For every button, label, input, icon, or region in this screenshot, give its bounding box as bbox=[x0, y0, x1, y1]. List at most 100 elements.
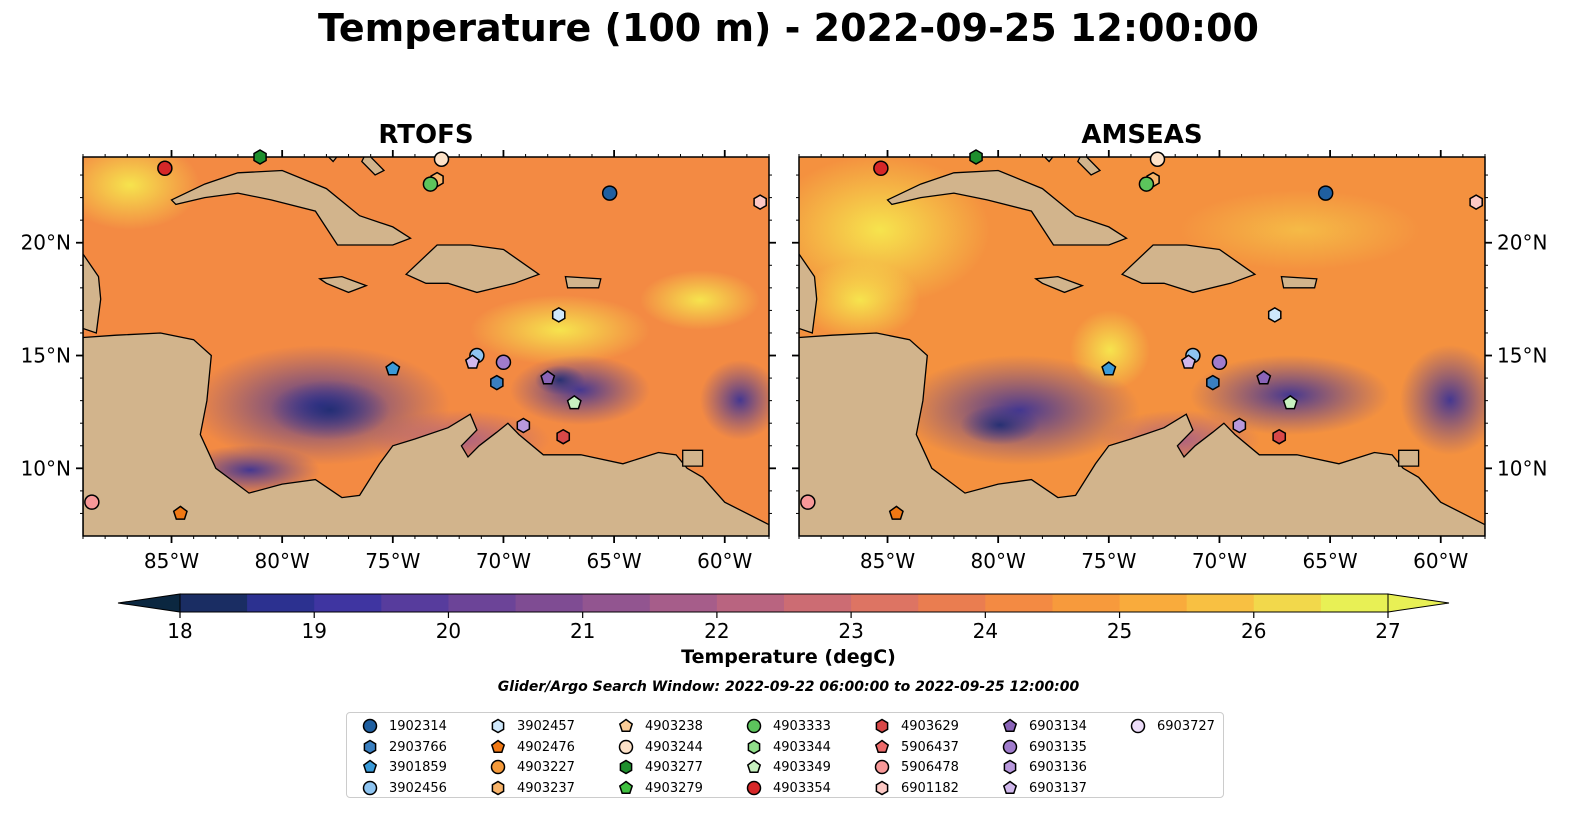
float-marker-5906478 bbox=[84, 494, 100, 510]
colorbar-tick-label: 22 bbox=[704, 619, 729, 643]
colorbar-tick-label: 19 bbox=[301, 619, 326, 643]
float-marker-6903134 bbox=[1256, 370, 1272, 385]
land-polygon bbox=[1033, 275, 1085, 294]
legend-item-3901859: 3901859 bbox=[361, 758, 447, 776]
float-marker-6901182 bbox=[1469, 194, 1483, 210]
colorbar-segment bbox=[985, 594, 1053, 612]
float-marker-3901859 bbox=[385, 361, 401, 376]
float-marker-4903333 bbox=[1138, 176, 1155, 192]
float-marker-6901182 bbox=[753, 194, 767, 210]
legend-marker-icon bbox=[874, 759, 890, 775]
legend-marker-6903136 bbox=[1003, 759, 1017, 775]
legend-item-4903244: 4903244 bbox=[617, 738, 703, 756]
legend-label: 6901182 bbox=[901, 780, 959, 796]
legend-item-2903766: 2903766 bbox=[361, 738, 447, 756]
land-polygon bbox=[1120, 244, 1257, 294]
colorbar-segment bbox=[716, 594, 785, 612]
legend-label: 6903134 bbox=[1029, 718, 1087, 734]
lon-tick-label: 65°W bbox=[1302, 549, 1357, 573]
legend-marker-4903629 bbox=[875, 718, 889, 734]
legend-label: 4903279 bbox=[645, 780, 703, 796]
legend-marker-icon bbox=[874, 739, 890, 754]
legend-marker-3901859 bbox=[362, 759, 378, 774]
legend-item-6903136: 6903136 bbox=[1001, 758, 1087, 776]
float-marker-3901859 bbox=[1101, 361, 1117, 376]
legend-marker-icon bbox=[746, 718, 762, 734]
legend-marker-icon bbox=[1130, 718, 1146, 734]
colorbar-extend-high bbox=[1387, 593, 1450, 613]
legend-label: 4903629 bbox=[901, 718, 959, 734]
colorbar-segment bbox=[918, 594, 986, 612]
float-marker-6903137 bbox=[464, 354, 480, 369]
legend-marker-4903277 bbox=[619, 759, 633, 775]
legend-marker-icon bbox=[618, 780, 634, 795]
float-marker-3902457 bbox=[551, 307, 566, 323]
lon-tick-label: 60°W bbox=[1413, 549, 1468, 573]
legend-item-6903137: 6903137 bbox=[1001, 779, 1087, 797]
legend-label: 5906437 bbox=[901, 739, 959, 755]
float-marker-6903135 bbox=[1211, 354, 1228, 371]
colorbar-segment bbox=[247, 594, 315, 612]
legend-marker-icon bbox=[875, 780, 889, 796]
legend-marker-icon bbox=[1002, 780, 1018, 795]
legend-marker-4903354 bbox=[746, 780, 762, 796]
legend-label: 6903135 bbox=[1029, 739, 1087, 755]
colorbar-segment bbox=[381, 594, 449, 612]
legend-item-6903727: 6903727 bbox=[1129, 717, 1215, 735]
land-polygon bbox=[404, 244, 541, 294]
float-marker-4903277 bbox=[253, 149, 267, 165]
lon-tick-label: 85°W bbox=[144, 549, 199, 573]
land-polygon bbox=[799, 252, 1485, 536]
lat-tick-label: 15°N bbox=[21, 344, 71, 368]
float-marker-4903349 bbox=[1282, 394, 1298, 410]
legend-marker-4903333 bbox=[746, 718, 762, 734]
legend-marker-icon bbox=[618, 718, 634, 733]
legend-label: 6903136 bbox=[1029, 759, 1087, 775]
land-polygon bbox=[83, 252, 769, 536]
land-polygon bbox=[327, 157, 338, 163]
float-marker-6903134 bbox=[540, 370, 556, 385]
legend-marker-6903134 bbox=[1002, 718, 1018, 733]
legend-item-3902457: 3902457 bbox=[489, 717, 575, 735]
float-marker-6903137 bbox=[1180, 354, 1196, 369]
legend-item-4903238: 4903238 bbox=[617, 717, 703, 735]
legend-item-5906478: 5906478 bbox=[873, 758, 959, 776]
colorbar-segment bbox=[784, 594, 852, 612]
colorbar-tick-label: 21 bbox=[570, 619, 595, 643]
land-polygon bbox=[1077, 157, 1102, 176]
land-polygon bbox=[1398, 449, 1420, 467]
map-panel-amseas bbox=[799, 157, 1485, 536]
lon-tick-label: 65°W bbox=[586, 549, 641, 573]
colorbar-segment bbox=[314, 594, 382, 612]
legend-marker-6903727 bbox=[1130, 718, 1146, 734]
legend-marker-icon bbox=[619, 759, 633, 775]
land-mass bbox=[799, 157, 1485, 536]
float-marker-4903244 bbox=[433, 151, 450, 168]
land-polygon bbox=[886, 169, 1128, 246]
colorbar-segment bbox=[1186, 594, 1255, 612]
legend-item-1902314: 1902314 bbox=[361, 717, 447, 735]
colorbar-tick-label: 25 bbox=[1107, 619, 1132, 643]
legend-marker-icon bbox=[363, 739, 377, 755]
legend-label: 4903237 bbox=[517, 780, 575, 796]
float-marker-6903136 bbox=[1232, 417, 1247, 434]
legend-marker-icon bbox=[1003, 759, 1017, 775]
land-polygon bbox=[1043, 157, 1054, 163]
lon-tick-label: 70°W bbox=[476, 549, 531, 573]
lon-tick-label: 70°W bbox=[1192, 549, 1247, 573]
legend-marker-icon bbox=[746, 780, 762, 796]
legend-marker-3902457 bbox=[491, 718, 505, 734]
lon-tick-label: 75°W bbox=[365, 549, 420, 573]
lat-tick-label: 20°N bbox=[21, 231, 71, 255]
colorbar-tick-label: 27 bbox=[1375, 619, 1400, 643]
legend-item-4903237: 4903237 bbox=[489, 779, 575, 797]
legend-marker-icon bbox=[362, 780, 378, 796]
legend-item-4903333: 4903333 bbox=[745, 717, 831, 735]
float-marker-4903277 bbox=[969, 149, 983, 165]
legend-label: 4903349 bbox=[773, 759, 831, 775]
float-marker-1902314 bbox=[1317, 185, 1334, 201]
legend-item-4903629: 4903629 bbox=[873, 717, 959, 735]
legend-label: 3901859 bbox=[389, 759, 447, 775]
float-marker-4902476 bbox=[888, 505, 904, 520]
